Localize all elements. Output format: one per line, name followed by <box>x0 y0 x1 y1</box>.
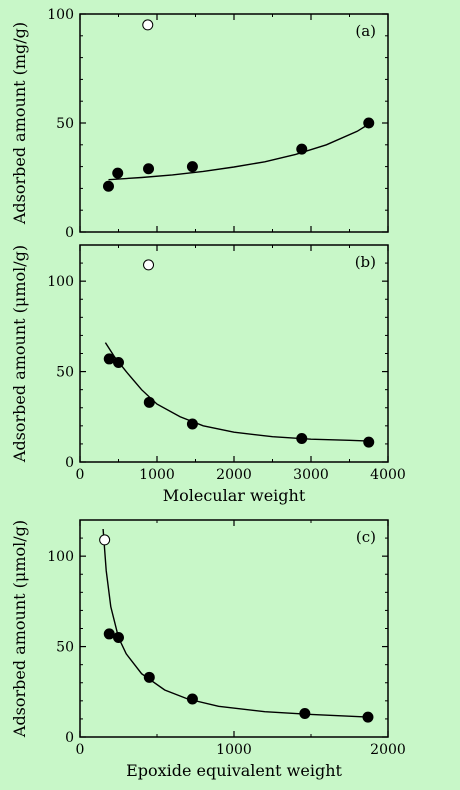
x-tick-label: 4000 <box>370 467 406 483</box>
data-point <box>362 711 374 723</box>
panel-c: 0 1000 2000 0 50 100 (c) Adsorbed amount (μmol/… <box>10 519 406 780</box>
x-tick-label: 0 <box>76 467 85 483</box>
panel-label: (c) <box>356 528 376 546</box>
fit-curve <box>104 342 373 442</box>
y-tick-label: 0 <box>65 730 74 746</box>
data-point <box>186 693 198 705</box>
data-point <box>143 671 155 683</box>
panel-label: (b) <box>355 253 376 271</box>
panel-a: 0 50 100 (a) Adsorbed amount (mg/g) <box>10 7 389 241</box>
outlier-point <box>99 534 111 546</box>
x-tick-label: 2000 <box>216 467 252 483</box>
data-point <box>186 418 198 430</box>
data-point <box>103 353 115 365</box>
x-axis-title: Molecular weight <box>163 486 306 505</box>
plot-frame <box>79 519 389 738</box>
data-point <box>186 161 198 173</box>
y-tick-label: 100 <box>47 549 74 565</box>
y-tick-label: 50 <box>56 365 74 381</box>
x-tick-label: 0 <box>76 742 85 758</box>
outlier-point <box>143 259 155 271</box>
plot-frame <box>79 13 389 233</box>
data-point <box>113 357 124 369</box>
y-tick-label: 0 <box>65 225 74 241</box>
y-tick-label: 100 <box>47 7 74 23</box>
y-axis-title: Adsorbed amount (mg/g) <box>10 22 29 225</box>
x-tick-label: 1000 <box>216 742 252 758</box>
data-point <box>363 117 375 129</box>
x-tick-label: 1000 <box>139 467 175 483</box>
outlier-point <box>142 19 154 31</box>
x-axis-title: Epoxide equivalent weight <box>126 761 342 780</box>
plot-frame <box>79 244 389 463</box>
fit-curve <box>108 123 370 181</box>
data-point <box>299 707 311 719</box>
data-point <box>103 628 115 640</box>
fit-curve <box>102 528 369 718</box>
x-tick-label: 3000 <box>293 467 329 483</box>
y-axis-title: Adsorbed amount (μmol/g) <box>10 245 29 463</box>
panel-b: 0 1000 2000 3000 4000 0 50 100 (b) Adsorbed amoun… <box>10 244 406 505</box>
data-point <box>143 163 155 175</box>
data-point <box>113 632 124 644</box>
data-point <box>363 436 375 448</box>
data-point <box>296 432 308 444</box>
panel-label: (a) <box>355 22 376 40</box>
y-axis-title: Adsorbed amount (μmol/g) <box>10 520 29 738</box>
y-tick-label: 100 <box>47 274 74 290</box>
data-point <box>143 396 155 408</box>
y-tick-label: 0 <box>65 455 74 471</box>
y-tick-label: 50 <box>56 640 74 656</box>
data-point <box>102 180 114 192</box>
data-point <box>112 167 124 179</box>
y-tick-label: 50 <box>56 116 74 132</box>
data-point <box>296 143 308 155</box>
x-tick-label: 2000 <box>370 742 406 758</box>
